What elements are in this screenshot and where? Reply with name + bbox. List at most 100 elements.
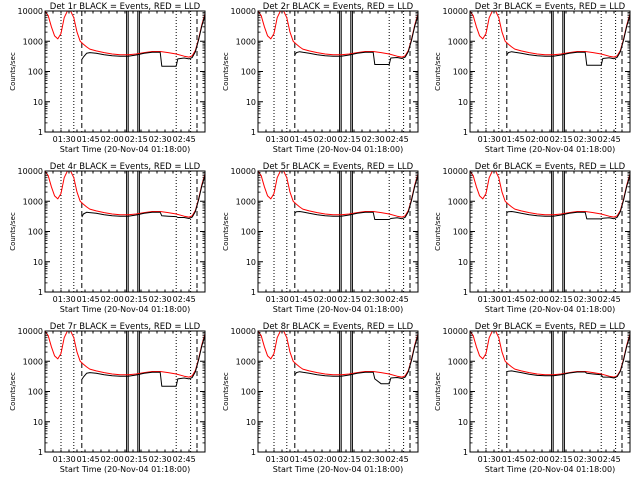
y-tick-label: 1000 xyxy=(23,37,43,46)
y-tick-label: 1 xyxy=(463,448,468,457)
y-tick-label: 10 xyxy=(33,98,43,107)
y-axis-label: Counts/sec xyxy=(222,372,230,411)
x-tick-label: 01:30 xyxy=(266,135,289,144)
y-tick-label: 10000 xyxy=(18,7,43,16)
y-tick-label: 1 xyxy=(463,128,468,137)
y-tick-label: 10000 xyxy=(18,167,43,176)
x-tick-label: 02:30 xyxy=(574,135,597,144)
y-tick-label: 1000 xyxy=(23,357,43,366)
x-tick-label: 01:30 xyxy=(53,295,76,304)
series-group xyxy=(470,171,630,220)
y-tick-label: 10000 xyxy=(18,327,43,336)
series-group xyxy=(45,171,205,219)
panel-title: Det 9r BLACK = Events, RED = LLD xyxy=(475,322,626,332)
series-line-events xyxy=(294,335,418,385)
x-tick-label: 02:00 xyxy=(314,295,337,304)
y-tick-label: 10000 xyxy=(231,167,256,176)
y-tick-label: 10 xyxy=(246,98,256,107)
x-tick-label: 01:45 xyxy=(502,295,525,304)
x-tick-label: 02:00 xyxy=(526,295,549,304)
panel-2: Det 2r BLACK = Events, RED = LLD 1 10 100 10… xyxy=(222,2,419,154)
y-tick-label: 1 xyxy=(38,128,43,137)
y-tick-label: 1 xyxy=(38,448,43,457)
x-axis-label: Start Time (20-Nov-04 01:18:00) xyxy=(273,145,403,154)
x-tick-label: 02:00 xyxy=(101,455,124,464)
y-tick-label: 10 xyxy=(458,98,468,107)
series-line-lld xyxy=(470,171,630,218)
x-tick-label: 02:15 xyxy=(125,295,148,304)
series-line-lld xyxy=(258,171,418,218)
series-line-events xyxy=(294,175,418,220)
y-axis-label: Counts/sec xyxy=(9,372,17,411)
panel-5: Det 5r BLACK = Events, RED = LLD 1 10 100 10… xyxy=(222,162,419,314)
series-line-lld xyxy=(258,331,418,378)
x-tick-label: 01:45 xyxy=(77,455,100,464)
y-tick-label: 100 xyxy=(28,228,43,237)
x-tick-label: 01:30 xyxy=(53,455,76,464)
y-tick-label: 10 xyxy=(458,418,468,427)
y-axis-label: Counts/sec xyxy=(434,52,442,91)
x-tick-label: 02:30 xyxy=(149,295,172,304)
panel-6: Det 6r BLACK = Events, RED = LLD 1 10 100 10… xyxy=(434,162,631,314)
panel-8: Det 8r BLACK = Events, RED = LLD 1 10 100 10… xyxy=(222,322,419,474)
y-tick-label: 1000 xyxy=(448,37,468,46)
y-axis-label: Counts/sec xyxy=(9,212,17,251)
x-tick-label: 02:15 xyxy=(125,455,148,464)
x-tick-label: 01:30 xyxy=(478,135,501,144)
x-tick-label: 01:45 xyxy=(290,455,313,464)
series-line-lld xyxy=(45,331,205,378)
x-tick-label: 02:30 xyxy=(574,455,597,464)
x-tick-label: 02:15 xyxy=(125,135,148,144)
y-tick-label: 100 xyxy=(28,388,43,397)
x-axis-label: Start Time (20-Nov-04 01:18:00) xyxy=(273,305,403,314)
y-axis-label: Counts/sec xyxy=(434,372,442,411)
panel-title: Det 6r BLACK = Events, RED = LLD xyxy=(475,162,626,172)
y-tick-label: 10 xyxy=(33,418,43,427)
panel-title: Det 4r BLACK = Events, RED = LLD xyxy=(50,162,201,172)
x-tick-label: 01:30 xyxy=(478,455,501,464)
panel-9: Det 9r BLACK = Events, RED = LLD 1 10 100 10… xyxy=(434,322,631,474)
series-line-events xyxy=(506,175,630,220)
y-tick-label: 1000 xyxy=(448,357,468,366)
series-group xyxy=(258,171,418,220)
series-group xyxy=(470,11,630,66)
y-tick-label: 10 xyxy=(246,418,256,427)
x-tick-label: 02:45 xyxy=(386,455,409,464)
series-group xyxy=(45,331,205,387)
y-tick-label: 10 xyxy=(33,258,43,267)
y-tick-label: 100 xyxy=(28,68,43,77)
y-axis-label: Counts/sec xyxy=(9,52,17,91)
x-tick-label: 02:45 xyxy=(173,295,196,304)
x-tick-label: 02:00 xyxy=(314,455,337,464)
panel-1: Det 1r BLACK = Events, RED = LLD 1 10 100 10… xyxy=(9,2,206,154)
x-tick-label: 02:45 xyxy=(173,135,196,144)
y-tick-label: 1000 xyxy=(23,197,43,206)
x-tick-label: 02:45 xyxy=(598,455,621,464)
panel-title: Det 5r BLACK = Events, RED = LLD xyxy=(263,162,414,172)
x-tick-label: 02:15 xyxy=(550,295,573,304)
x-tick-label: 02:30 xyxy=(149,135,172,144)
x-axis-label: Start Time (20-Nov-04 01:18:00) xyxy=(485,145,615,154)
panel-title: Det 7r BLACK = Events, RED = LLD xyxy=(50,322,201,332)
x-tick-label: 02:30 xyxy=(362,135,385,144)
y-tick-label: 1 xyxy=(251,288,256,297)
series-line-events xyxy=(81,15,205,67)
x-axis-label: Start Time (20-Nov-04 01:18:00) xyxy=(273,465,403,474)
x-tick-label: 02:00 xyxy=(101,295,124,304)
panel-3: Det 3r BLACK = Events, RED = LLD 1 10 100 10… xyxy=(434,2,631,154)
series-group xyxy=(258,11,418,65)
x-tick-label: 02:45 xyxy=(386,295,409,304)
y-tick-label: 100 xyxy=(453,388,468,397)
x-tick-label: 01:45 xyxy=(290,135,313,144)
x-tick-label: 02:00 xyxy=(526,135,549,144)
x-tick-label: 02:15 xyxy=(550,135,573,144)
panel-7: Det 7r BLACK = Events, RED = LLD 1 10 100 10… xyxy=(9,322,206,474)
series-line-lld xyxy=(258,11,418,58)
x-tick-label: 02:30 xyxy=(362,455,385,464)
x-tick-label: 02:00 xyxy=(101,135,124,144)
y-tick-label: 100 xyxy=(241,388,256,397)
x-axis-label: Start Time (20-Nov-04 01:18:00) xyxy=(485,465,615,474)
x-tick-label: 02:45 xyxy=(173,455,196,464)
series-line-lld xyxy=(470,11,630,58)
